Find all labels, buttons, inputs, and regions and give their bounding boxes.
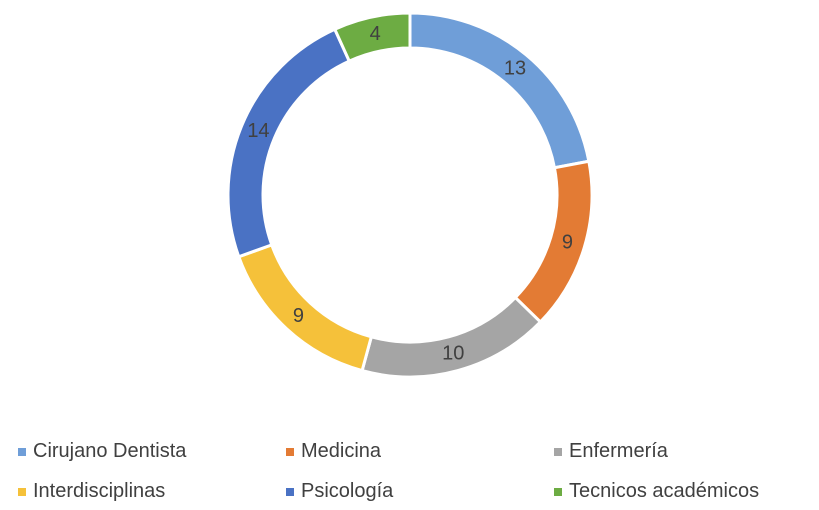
legend-label-psicologia: Psicología	[301, 480, 394, 502]
legend-swatch-tecnicos-academicos	[554, 487, 562, 496]
data-label-enfermeria: 10	[442, 343, 464, 365]
legend-label-tecnicos-academicos: Tecnicos académicos	[569, 480, 760, 502]
legend-item-psicologia: Psicología	[286, 480, 393, 503]
slice-cirujano-dentista	[408, 11, 591, 170]
legend-swatch-enfermeria	[554, 447, 562, 456]
slice-psicologia	[226, 27, 352, 259]
legend-swatch-cirujano-dentista	[18, 447, 26, 456]
legend-label-medicina: Medicina	[301, 440, 382, 462]
legend-swatch-psicologia	[286, 487, 294, 496]
legend-item-enfermeria: Enfermería	[554, 440, 668, 463]
slice-medicina	[513, 159, 594, 325]
legend-label-interdisciplinas: Interdisciplinas	[33, 480, 166, 502]
doughnut-chart: 13 9 10 9 14 4	[226, 11, 594, 379]
data-label-cirujano-dentista: 13	[504, 57, 526, 79]
legend-label-cirujano-dentista: Cirujano Dentista	[33, 440, 187, 462]
data-label-interdisciplinas: 9	[293, 305, 304, 327]
legend-item-medicina: Medicina	[286, 440, 381, 463]
data-label-tecnicos-academicos: 4	[370, 23, 381, 45]
legend-item-cirujano-dentista: Cirujano Dentista	[18, 440, 186, 463]
legend-label-enfermeria: Enfermería	[569, 440, 668, 462]
slice-enfermeria	[360, 295, 543, 379]
data-label-psicologia: 14	[247, 120, 269, 142]
data-label-medicina: 9	[562, 231, 573, 253]
legend-item-interdisciplinas: Interdisciplinas	[18, 480, 165, 503]
legend-item-tecnicos-academicos: Tecnicos académicos	[554, 480, 759, 503]
legend-swatch-medicina	[286, 447, 294, 456]
slice-interdisciplinas	[236, 242, 374, 373]
slice-tecnicos-academicos	[332, 11, 412, 64]
legend-swatch-interdisciplinas	[18, 487, 26, 496]
